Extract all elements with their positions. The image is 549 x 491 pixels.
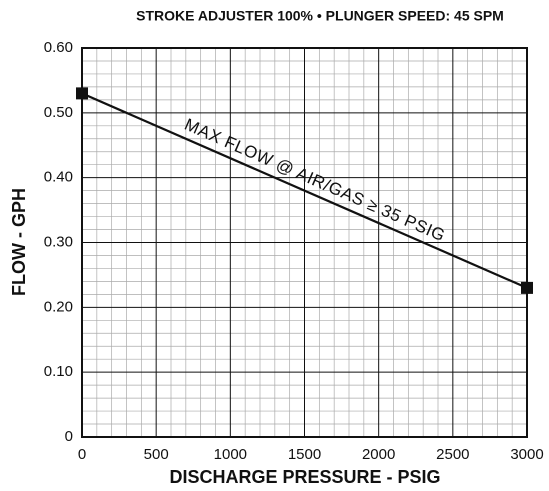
x-tick-label: 3000 (510, 446, 543, 463)
x-tick-label: 0 (78, 446, 86, 463)
x-tick-label: 1500 (288, 446, 321, 463)
y-tick-label: 0.60 (44, 39, 73, 56)
x-tick-label: 500 (144, 446, 169, 463)
data-point (521, 281, 533, 294)
x-tick-label: 1000 (214, 446, 247, 463)
x-tick-label: 2000 (362, 446, 395, 463)
y-tick-label: 0.40 (44, 169, 73, 186)
data-point (76, 87, 88, 100)
y-tick-label: 0 (65, 428, 73, 445)
data-line (81, 92, 528, 289)
y-tick-label: 0.50 (44, 104, 73, 121)
plot-frame (81, 47, 528, 438)
chart-title: STROKE ADJUSTER 100% • PLUNGER SPEED: 45… (136, 8, 504, 24)
y-tick-label: 0.30 (44, 233, 73, 250)
y-tick-label: 0.10 (44, 363, 73, 380)
y-axis-label: FLOW - GPH (9, 188, 29, 296)
x-tick-label: 2500 (436, 446, 469, 463)
y-tick-label: 0.20 (44, 298, 73, 315)
x-axis-label: DISCHARGE PRESSURE - PSIG (169, 467, 440, 487)
